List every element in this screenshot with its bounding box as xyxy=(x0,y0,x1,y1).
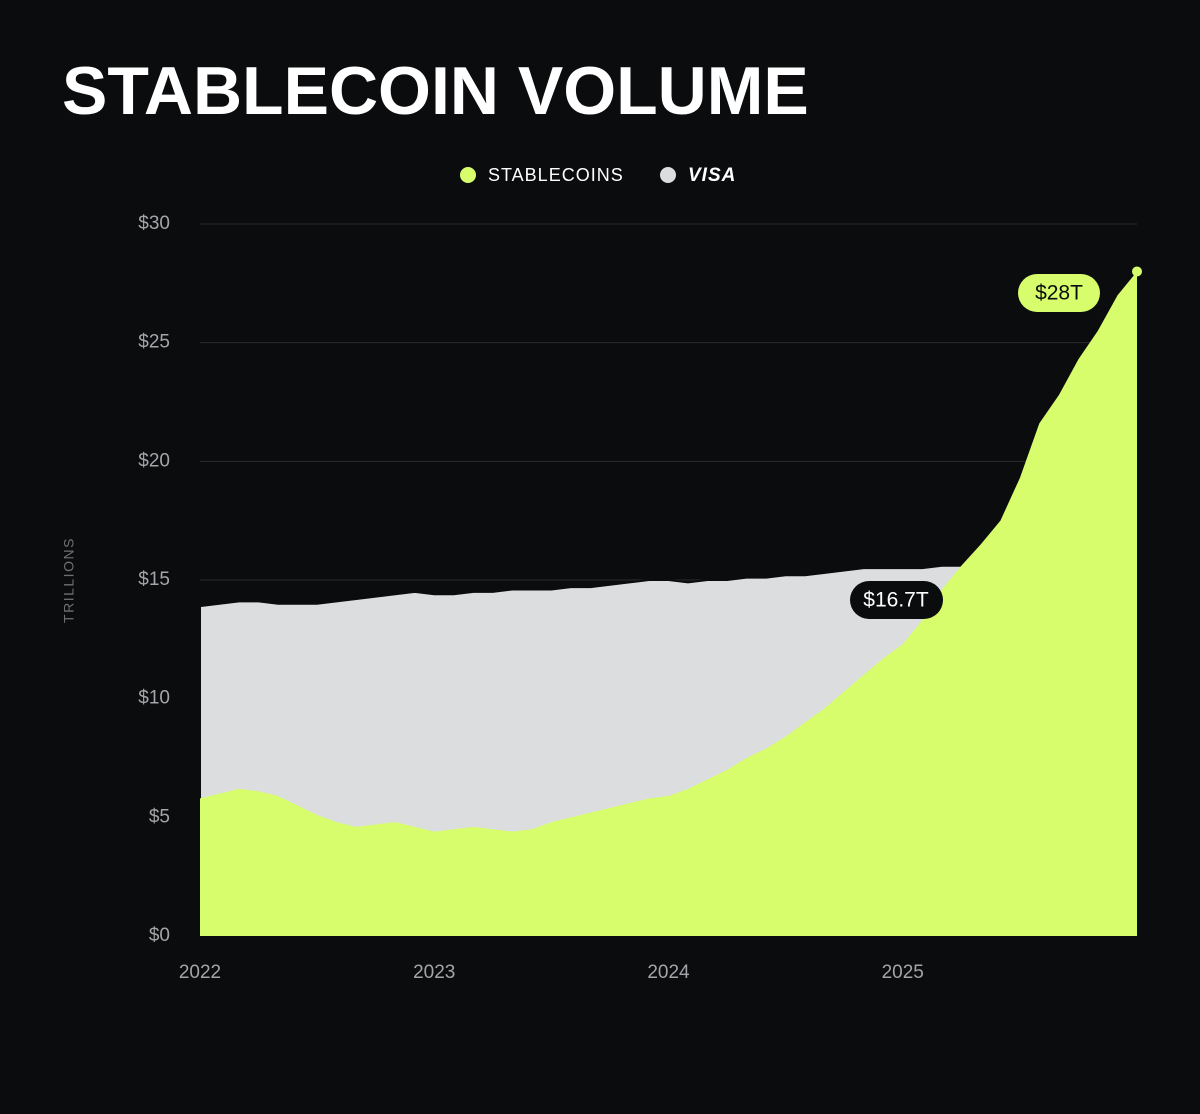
annotation: $16.7T xyxy=(863,589,929,612)
y-tick-label: $20 xyxy=(138,450,170,471)
x-tick-label: 2022 xyxy=(179,962,221,983)
annotation: $28T xyxy=(1035,282,1083,305)
x-tick-label: 2023 xyxy=(413,962,455,983)
legend-label: STABLECOINS xyxy=(488,165,624,185)
y-tick-label: $0 xyxy=(149,925,170,946)
annotation-pill xyxy=(850,581,943,619)
y-axis-label: TRILLIONS xyxy=(61,537,77,623)
legend-swatch xyxy=(460,167,476,183)
y-tick-label: $15 xyxy=(138,569,170,590)
annotation-pill xyxy=(1018,274,1100,312)
y-tick-label: $5 xyxy=(149,806,170,827)
x-tick-label: 2024 xyxy=(647,962,690,983)
y-tick-label: $10 xyxy=(138,688,170,709)
x-tick-label: 2025 xyxy=(882,962,924,983)
legend-swatch xyxy=(660,167,676,183)
legend-label: VISA xyxy=(688,165,736,186)
area xyxy=(200,271,1137,936)
chart-title: STABLECOIN VOLUME xyxy=(62,53,809,129)
y-tick-label: $25 xyxy=(138,332,170,353)
y-tick-label: $30 xyxy=(138,213,170,234)
end-dot xyxy=(1132,266,1142,277)
